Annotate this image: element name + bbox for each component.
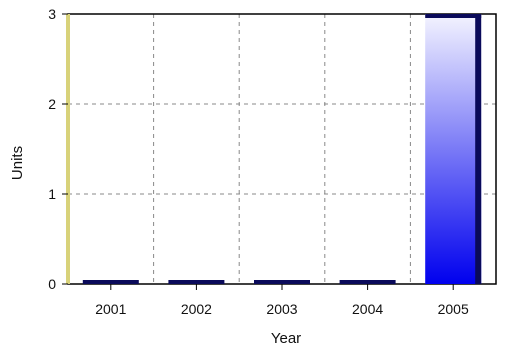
x-axis-title: Year — [271, 330, 301, 347]
x-tick-label: 2001 — [95, 301, 126, 317]
x-tick-label: 2004 — [352, 301, 383, 317]
y-tick-labels: 0 1 2 3 — [48, 6, 68, 292]
bar — [82, 280, 139, 284]
y-axis-title: Units — [9, 146, 26, 180]
y-tick-label: 0 — [48, 276, 56, 292]
y-tick-label: 2 — [48, 96, 56, 112]
y-tick-label: 1 — [48, 186, 56, 202]
grid-lines — [68, 14, 496, 284]
x-tick-label: 2002 — [181, 301, 212, 317]
y-tick-label: 3 — [48, 6, 56, 22]
y-axis-line — [66, 14, 70, 284]
bars — [82, 14, 482, 284]
bar-top-edge — [425, 14, 482, 18]
bar — [254, 280, 310, 284]
x-tick-labels: 2001 2002 2003 2004 2005 — [95, 284, 469, 317]
bar-side — [475, 14, 482, 284]
x-tick-label: 2005 — [438, 301, 469, 317]
x-tick-label: 2003 — [266, 301, 297, 317]
bar — [425, 14, 482, 284]
bar — [168, 280, 225, 284]
bar — [339, 280, 396, 284]
